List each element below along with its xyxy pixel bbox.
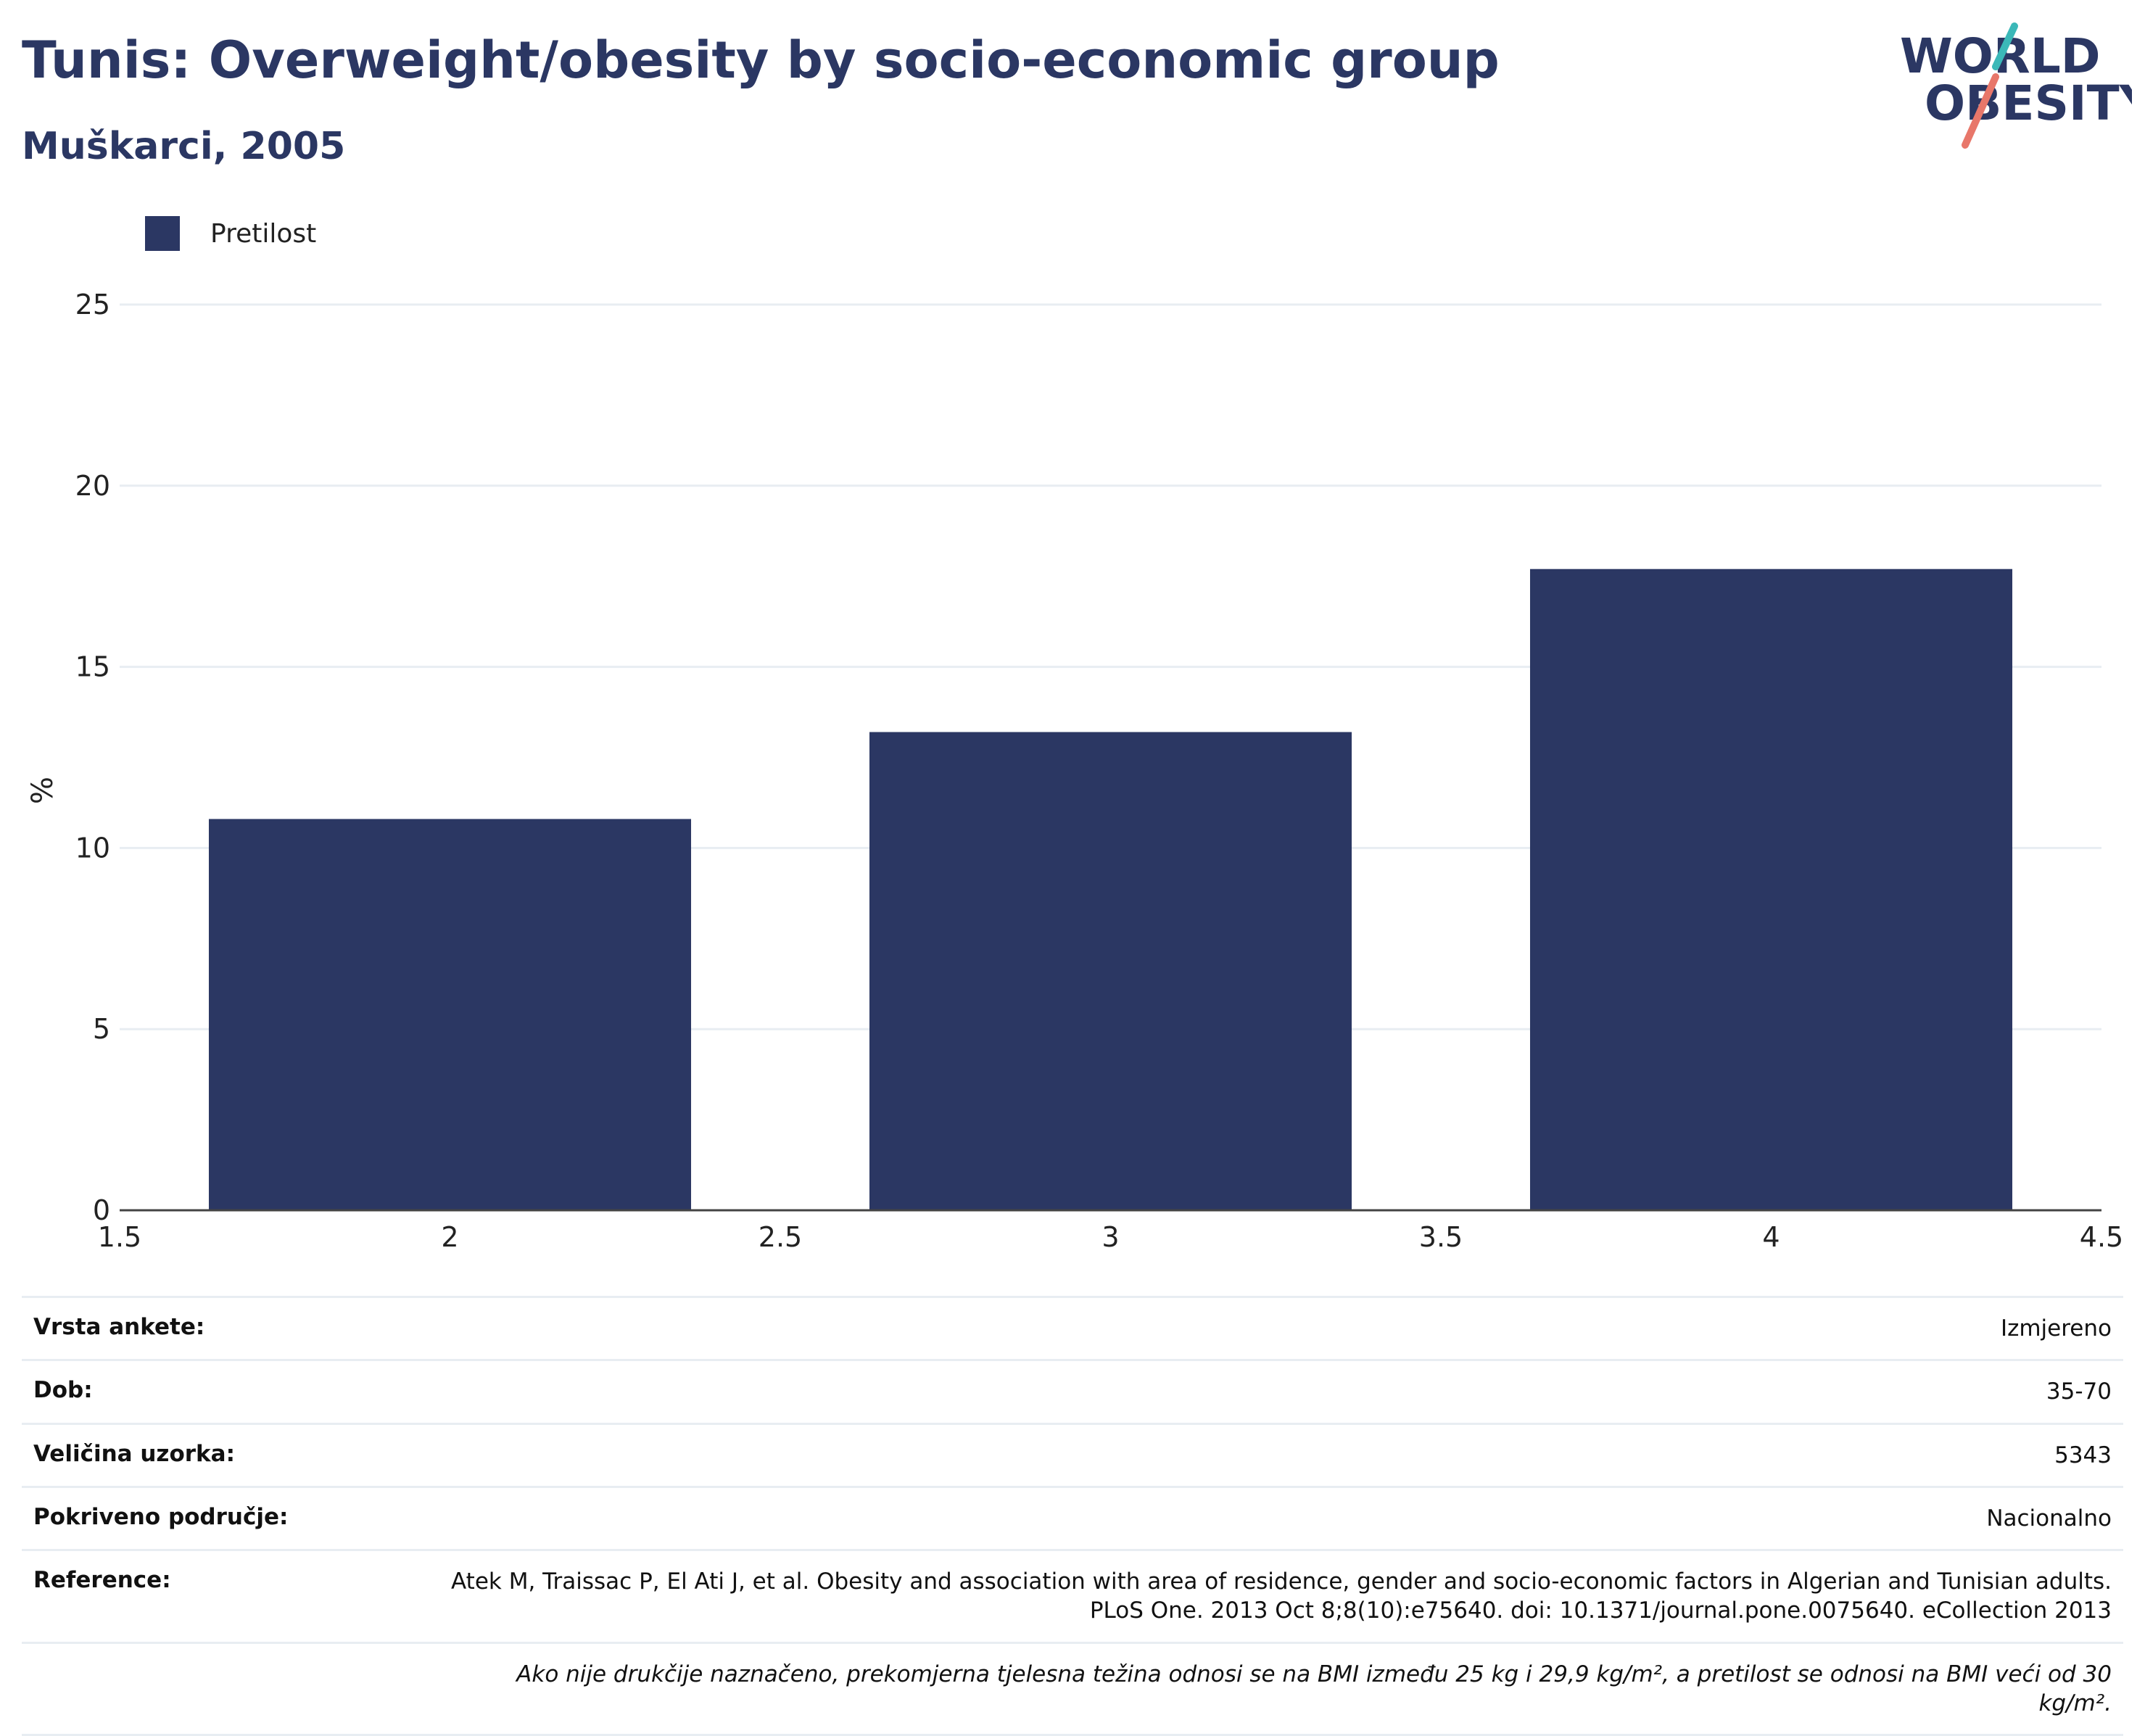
info-row-footnote: Ako nije drukčije naznačeno, prekomjerna…: [22, 1641, 2123, 1736]
legend-swatch-pretilost[interactable]: [145, 216, 180, 251]
x-tick-label: 3.5: [1419, 1221, 1463, 1253]
info-row-reference: Reference: Atek M, Traissac P, El Ati J,…: [22, 1549, 2123, 1642]
bar-4[interactable]: [1529, 569, 2013, 1210]
info-key: Veličina uzorka:: [33, 1440, 235, 1467]
y-axis-title: %: [26, 777, 59, 804]
survey-info-table: Vrsta ankete: Izmjereno Dob: 35-70 Velič…: [22, 1296, 2123, 1736]
info-row-sample-size: Veličina uzorka: 5343: [22, 1422, 2123, 1486]
x-tick-label: 2.5: [759, 1221, 802, 1253]
info-row-area-covered: Pokriveno područje: Nacionalno: [22, 1485, 2123, 1549]
info-key: Pokriveno područje:: [33, 1503, 289, 1530]
x-tick-label: 2: [441, 1221, 458, 1253]
y-tick-label: 0: [93, 1194, 110, 1226]
info-row-survey-type: Vrsta ankete: Izmjereno: [22, 1296, 2123, 1359]
info-row-age: Dob: 35-70: [22, 1359, 2123, 1422]
x-tick-label: 3: [1102, 1221, 1119, 1253]
chart-legend: Pretilost: [145, 216, 316, 251]
x-tick-label: 1.5: [98, 1221, 141, 1253]
info-value: Izmjereno: [2000, 1315, 2112, 1342]
bar-3[interactable]: [869, 732, 1352, 1210]
info-key: Reference:: [33, 1567, 171, 1594]
info-value: 5343: [2054, 1442, 2112, 1468]
info-value: 35-70: [2046, 1379, 2112, 1405]
logo-word-obesity: OBESITY: [1925, 75, 2132, 131]
y-tick-label: 20: [75, 470, 110, 502]
bmi-definition-note: Ako nije drukčije naznačeno, prekomjerna…: [516, 1661, 2112, 1717]
x-tick-label: 4: [1762, 1221, 1780, 1253]
logo-slash-coral: [1962, 73, 1999, 149]
y-tick-label: 10: [75, 832, 110, 864]
info-value: Nacionalno: [1986, 1505, 2112, 1532]
bar-chart: 0 5 10 15 20 25 1.5 2 2.5 3 3.5 4 4.5%: [26, 289, 2123, 1253]
info-key: Vrsta ankete:: [33, 1314, 205, 1340]
legend-label-pretilost[interactable]: Pretilost: [210, 218, 317, 249]
world-obesity-logo: WORLD OBESITY: [1900, 22, 2132, 149]
logo-slash-teal: [1992, 22, 2018, 70]
info-value-reference: Atek M, Traissac P, El Ati J, et al. Obe…: [451, 1568, 2112, 1624]
bar-2[interactable]: [208, 819, 692, 1210]
y-tick-label: 5: [93, 1013, 110, 1045]
y-tick-label: 25: [75, 289, 110, 321]
chart-subtitle: Muškarci, 2005: [22, 125, 346, 168]
info-key: Dob:: [33, 1377, 93, 1404]
chart-title: Tunis: Overweight/obesity by socio-econo…: [22, 30, 1500, 90]
x-tick-label: 4.5: [2080, 1221, 2123, 1253]
y-tick-label: 15: [75, 651, 110, 683]
